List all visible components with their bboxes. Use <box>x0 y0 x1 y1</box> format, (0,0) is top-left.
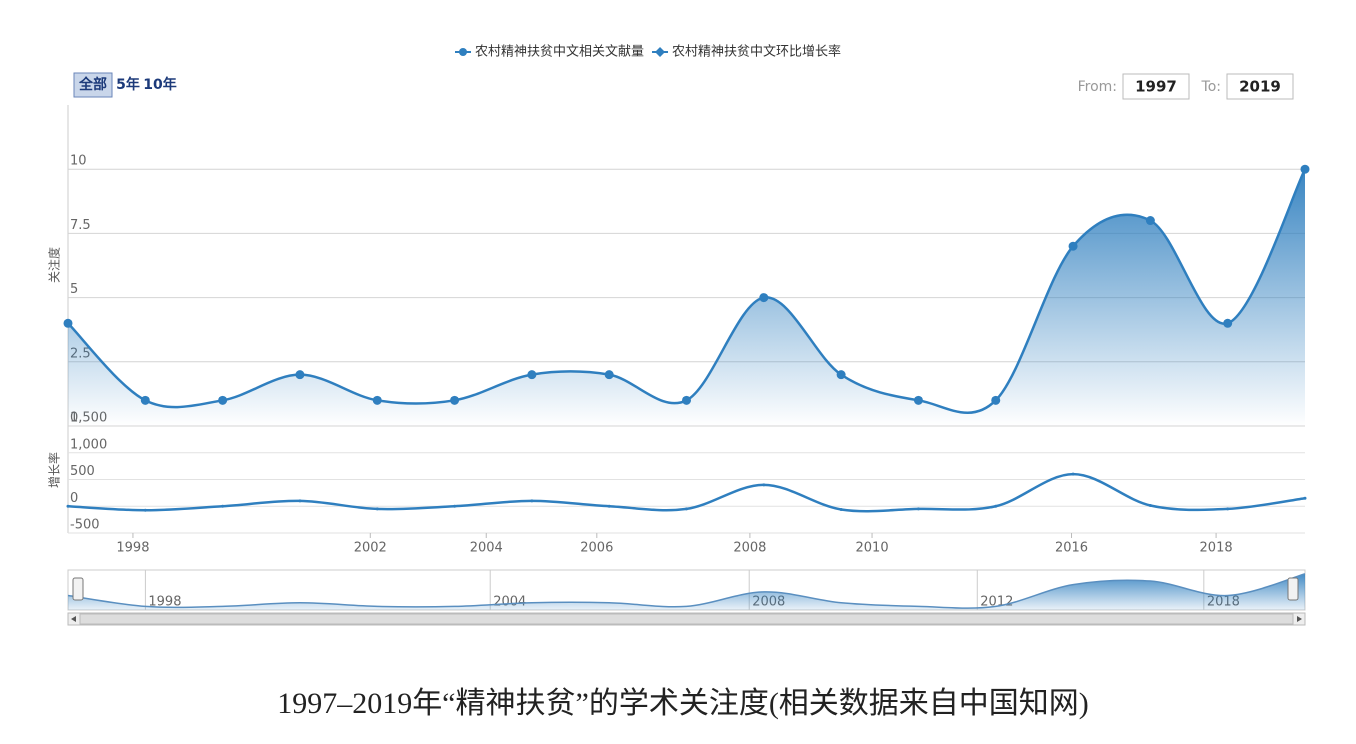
point <box>63 318 73 328</box>
point <box>530 499 534 503</box>
point <box>607 504 611 508</box>
point <box>221 504 225 508</box>
x-tick-label: 2016 <box>1055 541 1088 556</box>
line <box>67 472 1306 513</box>
y-tick-label: 5 <box>70 282 78 297</box>
point <box>375 507 379 511</box>
range-button-bg <box>73 72 113 98</box>
navigator-line <box>67 573 1306 609</box>
point <box>140 395 150 405</box>
x-tick-label: 2002 <box>354 541 387 556</box>
navigator-area <box>68 573 1305 610</box>
point <box>994 504 998 508</box>
x-tick-label: 2006 <box>580 541 613 556</box>
point <box>143 508 147 512</box>
point <box>759 293 769 303</box>
to-value: 2019 <box>1239 78 1281 96</box>
y2-tick-label: 500 <box>70 464 95 479</box>
point <box>682 395 691 405</box>
caption: 1997–2019年“精神扶贫”的学术关注度(相关数据来自中国知网) <box>277 687 1089 720</box>
y-tick-label: 7.5 <box>70 218 91 233</box>
point <box>762 483 766 487</box>
y2-tick-label: 0 <box>70 491 78 506</box>
legend-label[interactable]: 农村精神扶贫中文环比增长率 <box>672 44 841 60</box>
point <box>1303 496 1307 500</box>
point <box>836 370 846 380</box>
range-button[interactable]: 全部 <box>78 76 107 93</box>
legend-marker <box>655 47 666 57</box>
legend-label[interactable]: 农村精神扶贫中文相关文献量 <box>475 44 644 60</box>
point <box>295 370 305 380</box>
point <box>991 395 1001 405</box>
scroll-right <box>1297 616 1302 622</box>
point <box>1068 241 1078 251</box>
x-tick-label: 2008 <box>733 541 766 556</box>
point <box>1071 472 1075 476</box>
y2-tick-label: -500 <box>70 518 100 533</box>
x-tick-label: 2010 <box>856 541 889 556</box>
point <box>218 395 228 405</box>
from-label: From: <box>1078 79 1117 95</box>
point <box>1145 216 1155 226</box>
legend-marker <box>459 48 467 56</box>
navigator-handle[interactable] <box>1287 577 1299 601</box>
point <box>450 395 460 405</box>
y-tick-label: 10 <box>70 154 87 169</box>
x-tick-label: 2004 <box>470 541 503 556</box>
point <box>685 507 688 511</box>
point <box>66 504 70 508</box>
y2-tick-label: 1,000 <box>70 437 107 452</box>
point <box>1223 318 1233 328</box>
line <box>67 168 1307 414</box>
area <box>68 169 1305 426</box>
point <box>372 395 382 405</box>
y2-axis-title: 增长率 <box>47 452 62 488</box>
from-input[interactable] <box>1122 73 1190 100</box>
point <box>913 395 923 405</box>
range-button[interactable]: 5年 <box>116 76 140 93</box>
point <box>604 370 614 380</box>
point <box>298 499 302 503</box>
range-button[interactable]: 10年 <box>143 76 176 93</box>
x-tick-label: 1998 <box>116 541 149 556</box>
to-input[interactable] <box>1226 73 1294 100</box>
navigator-label: 1998 <box>148 595 181 610</box>
point <box>527 370 537 380</box>
to-label: To: <box>1201 79 1221 95</box>
y-axis-title: 关注度 <box>47 247 62 283</box>
point <box>1148 504 1152 508</box>
scrollbar-thumb[interactable] <box>79 613 1294 625</box>
navigator-handle[interactable] <box>72 577 84 601</box>
x-tick-label: 2018 <box>1200 541 1233 556</box>
point <box>1300 164 1310 174</box>
point <box>839 507 843 511</box>
scroll-left <box>71 616 76 622</box>
from-value: 1997 <box>1135 78 1177 96</box>
point <box>453 504 457 508</box>
point <box>1226 507 1230 511</box>
point <box>916 507 920 511</box>
